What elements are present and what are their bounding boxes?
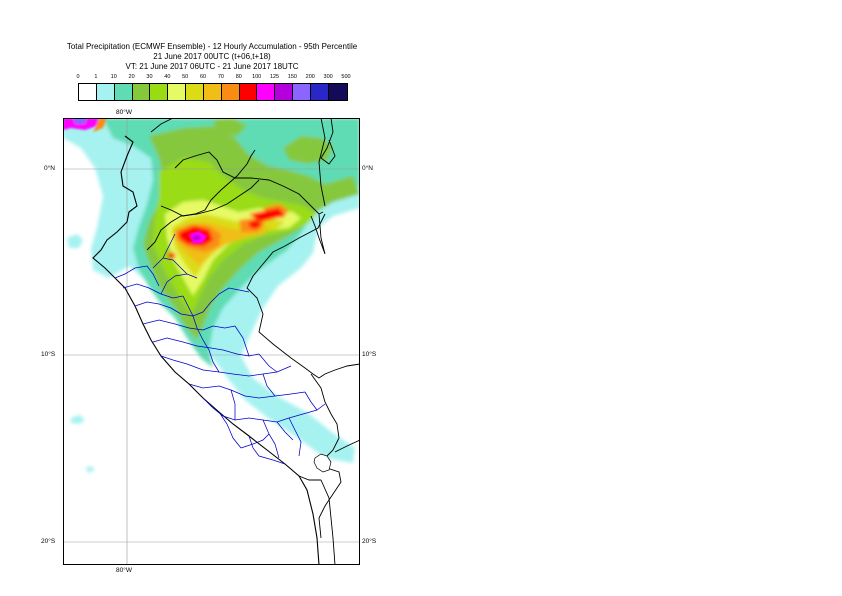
legend-label: 10 bbox=[110, 74, 117, 80]
legend-label: 60 bbox=[200, 74, 207, 80]
region-border bbox=[240, 433, 270, 449]
legend-label: 80 bbox=[235, 74, 242, 80]
precip-patch bbox=[167, 252, 176, 259]
precip-peaks bbox=[63, 118, 207, 244]
region-border bbox=[142, 319, 236, 331]
lat-label-10-left: 10°S bbox=[41, 351, 56, 358]
legend-swatch bbox=[328, 84, 347, 100]
border-colombia-east bbox=[318, 118, 326, 207]
legend-label: 1 bbox=[94, 74, 98, 80]
legend-label: 30 bbox=[146, 74, 153, 80]
legend-swatch bbox=[310, 84, 329, 100]
region-border bbox=[258, 353, 278, 373]
precip-patch bbox=[85, 466, 95, 473]
legend-label: 300 bbox=[323, 74, 333, 80]
legend-label: 20 bbox=[128, 74, 135, 80]
legend-label: 200 bbox=[305, 74, 315, 80]
border-colombia-ecuador-peru bbox=[150, 118, 324, 215]
border-peru-brazil bbox=[246, 213, 360, 379]
region-border bbox=[262, 373, 276, 397]
region-border bbox=[152, 233, 176, 269]
precip-band-125mm bbox=[193, 235, 201, 241]
region-border bbox=[276, 421, 294, 441]
legend-swatch bbox=[114, 84, 133, 100]
border-ecuador-peru bbox=[160, 149, 256, 217]
border-peru-north bbox=[146, 179, 260, 251]
border-brazil-venezuela bbox=[320, 118, 336, 165]
precip-patch bbox=[67, 234, 83, 248]
map-title: Total Precipitation (ECMWF Ensemble) - 1… bbox=[0, 42, 424, 72]
legend-label: 125 bbox=[269, 74, 280, 80]
map-frame bbox=[63, 118, 360, 565]
border-bolivia-east bbox=[334, 439, 360, 453]
legend-swatch bbox=[79, 84, 97, 100]
legend-label: 500 bbox=[341, 74, 351, 80]
region-border bbox=[160, 273, 198, 295]
precip-corner-purple bbox=[73, 118, 87, 124]
legend-swatch bbox=[168, 84, 187, 100]
region-border bbox=[230, 389, 236, 420]
legend-swatch bbox=[239, 84, 258, 100]
lat-label-0-right: 0°N bbox=[362, 165, 373, 172]
region-borders bbox=[114, 259, 326, 465]
precip-patch bbox=[71, 415, 85, 424]
legend-swatches bbox=[78, 83, 348, 101]
region-border bbox=[304, 391, 318, 411]
legend-label: 70 bbox=[217, 74, 224, 80]
region-borders-north bbox=[152, 233, 176, 269]
precip-patch bbox=[249, 208, 285, 222]
precip-corner-orange bbox=[93, 118, 107, 132]
lon-label-bottom: 80°W bbox=[116, 567, 132, 574]
lake-titicaca bbox=[313, 453, 332, 473]
lon-label-top: 80°W bbox=[116, 109, 132, 116]
legend-label: 150 bbox=[287, 74, 297, 80]
lat-label-0-left: 0°N bbox=[44, 165, 55, 172]
region-border bbox=[172, 259, 188, 275]
region-border bbox=[218, 411, 242, 449]
legend-swatch bbox=[293, 84, 311, 100]
map-svg bbox=[63, 118, 360, 565]
region-border bbox=[262, 419, 280, 459]
region-border bbox=[162, 257, 174, 261]
border-peru-chile bbox=[298, 475, 321, 481]
region-border bbox=[248, 435, 286, 465]
precip-patch bbox=[249, 220, 262, 229]
region-border bbox=[160, 355, 292, 377]
precip-patch bbox=[213, 118, 247, 136]
legend-label: 0 bbox=[76, 74, 80, 80]
legend-swatch bbox=[221, 84, 240, 100]
country-borders bbox=[146, 118, 360, 565]
title-line-2: 21 June 2017 00UTC (t+06,t+18) bbox=[153, 52, 271, 61]
region-border bbox=[122, 283, 184, 299]
region-border bbox=[188, 383, 306, 399]
title-line-3: VT: 21 June 2017 06UTC - 21 June 2017 18… bbox=[125, 62, 299, 71]
precip-fields bbox=[63, 118, 360, 473]
region-border bbox=[202, 287, 250, 313]
title-line-1: Total Precipitation (ECMWF Ensemble) - 1… bbox=[66, 42, 358, 51]
legend-swatch bbox=[275, 84, 294, 100]
legend-label: 40 bbox=[164, 74, 171, 80]
legend-swatch bbox=[186, 84, 204, 100]
graticule bbox=[63, 118, 360, 565]
region-border bbox=[182, 295, 220, 373]
lat-label-20-left: 20°S bbox=[41, 538, 56, 545]
legend-swatch bbox=[96, 84, 115, 100]
legend-labels: 0 1 10 20 30 40 50 60 70 80 100 125 150 200 300 500 bbox=[76, 74, 351, 83]
border-colombia-brazil bbox=[310, 213, 326, 255]
legend-label: 50 bbox=[182, 74, 189, 80]
legend-swatch bbox=[150, 84, 169, 100]
region-border bbox=[114, 265, 160, 287]
region-border bbox=[234, 325, 250, 357]
legend-swatch bbox=[132, 84, 151, 100]
color-legend: 0 1 10 20 30 40 50 60 70 80 100 125 150 200 300 500 bbox=[76, 74, 351, 101]
lat-label-10-right: 10°S bbox=[362, 351, 377, 358]
precipitation-map bbox=[63, 118, 360, 565]
region-border bbox=[152, 337, 260, 357]
region-border bbox=[288, 417, 302, 457]
legend-label: 100 bbox=[252, 74, 262, 80]
lat-label-20-right: 20°S bbox=[362, 538, 377, 545]
legend-swatch bbox=[203, 84, 222, 100]
border-chile-bolivia bbox=[320, 479, 336, 565]
legend-swatch bbox=[257, 84, 276, 100]
